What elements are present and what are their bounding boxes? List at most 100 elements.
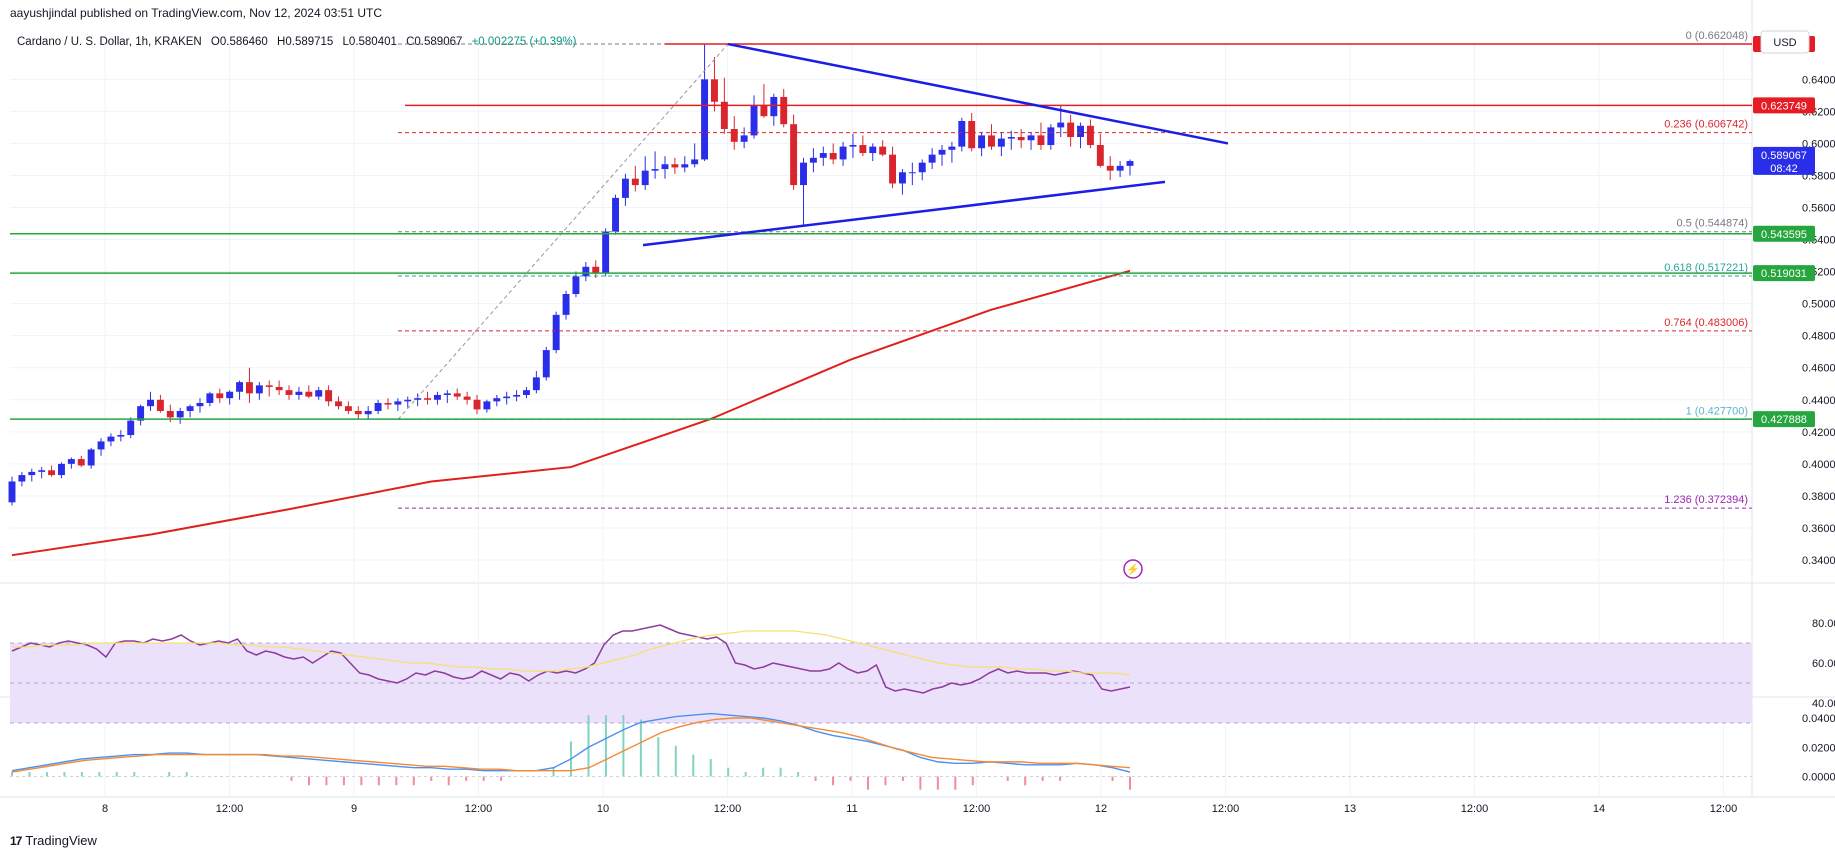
candle-body	[710, 79, 718, 102]
legend-open: O0.586460	[210, 36, 268, 48]
candle-body	[97, 441, 105, 450]
candle-body	[701, 79, 709, 160]
candle-body	[839, 146, 847, 160]
macd-tick-label: 0.040000	[1802, 713, 1835, 725]
current-price-tag	[1753, 146, 1815, 175]
level-price-tag	[1753, 265, 1815, 282]
candle-body	[453, 393, 461, 397]
x-tick-label: 9	[351, 803, 357, 815]
candle-body	[354, 410, 362, 415]
candle-body	[958, 120, 966, 147]
candle-body	[344, 406, 352, 411]
candle-body	[582, 266, 590, 277]
candle-body	[245, 382, 253, 394]
candle-body	[1106, 165, 1114, 171]
candle-body	[8, 481, 16, 503]
macd-series-line	[11, 717, 1131, 773]
candle-body	[38, 470, 46, 472]
rsi-tick-label: 80.00	[1812, 618, 1835, 630]
x-tick-label: 8	[102, 803, 108, 815]
candle-body	[978, 135, 986, 149]
candle-body	[869, 146, 877, 154]
candle-body	[889, 154, 897, 184]
x-tick-label: 10	[597, 803, 609, 815]
fib-level-label: 0 (0.662048)	[1686, 30, 1748, 42]
candle-body	[48, 470, 56, 476]
candle-body	[433, 394, 441, 400]
y-tick-label: 0.560000	[1802, 203, 1835, 215]
x-tick-label: 12:00	[1710, 803, 1738, 815]
published-header: aayushjindal published on TradingView.co…	[10, 6, 383, 20]
candle-body	[137, 406, 145, 421]
candle-body	[859, 145, 867, 154]
fib-level-label: 1.236 (0.372394)	[1664, 494, 1748, 506]
candle-body	[503, 396, 511, 399]
candle-body	[809, 157, 817, 163]
candle-body	[879, 146, 887, 155]
current-price-value: 0.589067	[1761, 150, 1807, 162]
candle-body	[572, 276, 580, 295]
candle-body	[176, 410, 184, 418]
candle-body	[364, 410, 372, 415]
y-tick-label: 0.380000	[1802, 491, 1835, 503]
legend-close: C0.589067	[406, 36, 463, 48]
candle-body	[67, 459, 75, 464]
y-tick-label: 0.640000	[1802, 74, 1835, 86]
x-tick-label: 13	[1344, 803, 1356, 815]
fib-level-label: 0.236 (0.606742)	[1664, 119, 1748, 131]
candle-body	[18, 475, 26, 482]
triangle-upper-trendline	[727, 42, 1229, 145]
candle-body	[87, 449, 95, 466]
candle-body	[147, 399, 154, 407]
candle-body	[671, 164, 679, 168]
candle-body	[532, 377, 540, 391]
candle-body	[691, 159, 699, 165]
level-price-tag-text: 0.427888	[1761, 414, 1807, 426]
candle-body	[1047, 127, 1055, 146]
candle-body	[730, 128, 738, 142]
candle-body	[829, 153, 837, 160]
candle-body	[1027, 135, 1035, 141]
candle-body	[394, 401, 402, 405]
candle-body	[552, 314, 560, 351]
candle-body	[631, 178, 639, 186]
candle-body	[424, 398, 432, 400]
candle-body	[28, 471, 36, 476]
candle-body	[117, 435, 125, 437]
candle-body	[720, 101, 728, 129]
x-tick-label: 12:00	[963, 803, 991, 815]
lightning-icon	[1123, 559, 1143, 579]
candle-body	[750, 104, 758, 136]
tradingview-brand: 17 TradingView	[10, 833, 97, 848]
x-tick-label: 12:00	[1461, 803, 1489, 815]
candle-body	[621, 178, 629, 198]
triangle-lower-trendline	[642, 180, 1166, 247]
candle-body	[898, 172, 906, 184]
rsi-series-line	[11, 624, 1131, 694]
candle-body	[335, 401, 342, 407]
candle-body	[275, 386, 283, 391]
candle-body	[849, 145, 857, 147]
lightning-icon-glyph: ⚡	[1126, 563, 1140, 576]
y-tick-label: 0.460000	[1802, 363, 1835, 375]
candle-body	[542, 350, 550, 378]
candle-body	[77, 459, 85, 466]
candle-body	[780, 96, 788, 125]
level-price-tag-text: 0.623749	[1761, 100, 1807, 112]
level-price-tag	[1753, 411, 1815, 428]
level-price-tag	[1753, 225, 1815, 242]
symbol-legend: Cardano / U. S. Dollar, 1h, KRAKEN O0.58…	[17, 36, 582, 48]
fib-diagonal	[397, 43, 729, 420]
candle-body	[236, 382, 244, 392]
candle-body	[1007, 137, 1015, 139]
candle-body	[216, 393, 224, 399]
y-tick-label: 0.340000	[1802, 555, 1835, 567]
macd-tick-label: 0.020000	[1802, 742, 1835, 754]
x-tick-label: 12:00	[1212, 803, 1240, 815]
fib-level-label: 1 (0.427700)	[1686, 405, 1748, 417]
candle-body	[908, 172, 916, 174]
candle-body	[1126, 161, 1134, 166]
candle-body	[948, 146, 956, 150]
rsi-series-line	[12, 630, 1131, 676]
